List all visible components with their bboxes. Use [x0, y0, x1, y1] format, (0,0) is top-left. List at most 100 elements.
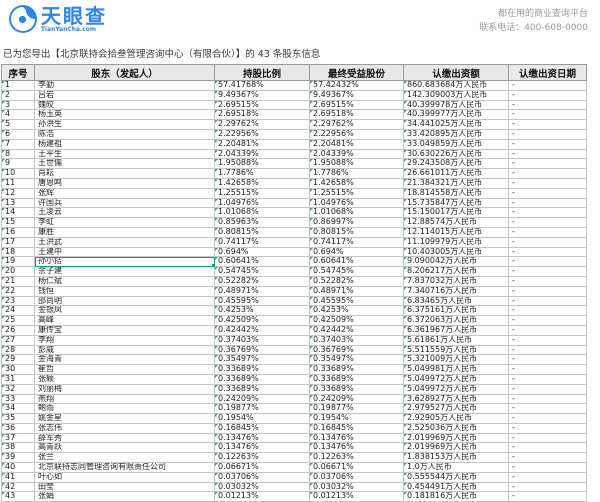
cell-ratio[interactable]: 0.85963%	[214, 217, 310, 228]
cell-date[interactable]: -	[508, 177, 587, 189]
cell-shareholder[interactable]: 李翔	[34, 334, 215, 346]
cell-ratio[interactable]: 0.35497%	[214, 354, 310, 366]
cell-shareholder[interactable]: 王平生	[34, 148, 215, 160]
cell-serial[interactable]: 6	[1, 128, 35, 140]
cell-date[interactable]: -	[508, 236, 587, 248]
cell-ratio[interactable]: 0.13476%	[214, 442, 310, 454]
cell-benefit[interactable]: 0.694%	[309, 246, 404, 258]
cell-shareholder[interactable]: 康胜	[34, 226, 215, 238]
cell-benefit[interactable]: 2.29762%	[309, 119, 404, 130]
cell-shareholder[interactable]: 杨仁斌	[34, 275, 215, 287]
cell-serial[interactable]: 27	[1, 334, 35, 346]
cell-amount[interactable]: 33.049859万人民币	[403, 138, 509, 150]
cell-date[interactable]: -	[508, 148, 587, 160]
cell-benefit[interactable]: 0.01213%	[309, 491, 404, 502]
cell-serial[interactable]: 41	[1, 471, 35, 483]
cell-amount[interactable]: 6.375161万人民币	[403, 305, 509, 317]
cell-date[interactable]: -	[508, 452, 587, 464]
cell-benefit[interactable]: 0.35497%	[309, 354, 404, 366]
cell-ratio[interactable]: 0.37403%	[214, 334, 310, 346]
cell-serial[interactable]: 35	[1, 413, 35, 424]
cell-date[interactable]: -	[508, 256, 587, 268]
cell-benefit[interactable]: 9.49367%	[309, 89, 404, 101]
cell-serial[interactable]: 37	[1, 432, 35, 444]
cell-amount[interactable]: 1.838153万人民币	[403, 452, 509, 464]
cell-shareholder[interactable]: 北京联持志同管理咨询有限责任公司	[34, 462, 215, 473]
cell-ratio[interactable]: 0.06671%	[214, 462, 310, 473]
cell-amount[interactable]: 40.399978万人民币	[403, 99, 509, 111]
cell-amount[interactable]: 26.661011万人民币	[403, 168, 509, 179]
cell-shareholder[interactable]: 彭威	[34, 344, 215, 356]
cell-shareholder[interactable]: 魏皎	[34, 99, 215, 111]
cell-shareholder[interactable]: 薛军秀	[34, 432, 215, 444]
cell-benefit[interactable]: 1.25515%	[309, 187, 404, 199]
cell-benefit[interactable]: 2.20481%	[309, 138, 404, 150]
cell-serial[interactable]: 19	[1, 256, 35, 268]
cell-benefit[interactable]: 0.1954%	[309, 413, 404, 424]
column-header-serial[interactable]: 序号	[1, 64, 35, 81]
cell-amount[interactable]: 2.019969万人民币	[403, 442, 509, 454]
cell-ratio[interactable]: 0.1954%	[214, 413, 310, 424]
cell-ratio[interactable]: 1.7786%	[214, 168, 310, 179]
cell-date[interactable]: -	[508, 324, 587, 336]
cell-benefit[interactable]: 1.01068%	[309, 207, 404, 219]
cell-date[interactable]: -	[508, 80, 587, 91]
cell-benefit[interactable]: 1.95088%	[309, 158, 404, 170]
cell-amount[interactable]: 860.683684万人民币	[403, 80, 509, 91]
cell-shareholder[interactable]: 崔哲	[34, 364, 215, 375]
cell-shareholder[interactable]: 唐恩鸣	[34, 177, 215, 189]
cell-serial[interactable]: 26	[1, 324, 35, 336]
cell-benefit[interactable]: 0.06671%	[309, 462, 404, 473]
cell-amount[interactable]: 3.628927万人民币	[403, 393, 509, 405]
cell-date[interactable]: -	[508, 305, 587, 317]
cell-shareholder[interactable]: 杨玉英	[34, 109, 215, 121]
cell-ratio[interactable]: 0.36769%	[214, 344, 310, 356]
cell-serial[interactable]: 33	[1, 393, 35, 405]
cell-ratio[interactable]: 0.74117%	[214, 236, 310, 248]
cell-amount[interactable]: 5.049972万人民币	[403, 383, 509, 395]
cell-date[interactable]: -	[508, 197, 587, 209]
cell-serial[interactable]: 21	[1, 275, 35, 287]
cell-serial[interactable]: 12	[1, 187, 35, 199]
cell-amount[interactable]: 33.420895万人民币	[403, 128, 509, 140]
cell-benefit[interactable]: 1.04976%	[309, 197, 404, 209]
cell-benefit[interactable]: 2.69515%	[309, 99, 404, 111]
cell-benefit[interactable]: 0.86997%	[309, 217, 404, 228]
cell-date[interactable]: -	[508, 462, 587, 473]
cell-shareholder[interactable]: 燕翔	[34, 393, 215, 405]
cell-serial[interactable]: 2	[1, 89, 35, 101]
cell-benefit[interactable]: 0.48971%	[309, 285, 404, 297]
cell-date[interactable]: -	[508, 315, 587, 326]
cell-benefit[interactable]: 1.42658%	[309, 177, 404, 189]
cell-amount[interactable]: 2.525036万人民币	[403, 422, 509, 434]
column-header-date[interactable]: 认缴出资日期	[508, 64, 587, 81]
cell-shareholder[interactable]: 张辉	[34, 187, 215, 199]
cell-shareholder[interactable]: 田莹	[34, 481, 215, 493]
cell-amount[interactable]: 12.88574万人民币	[403, 217, 509, 228]
cell-shareholder[interactable]: 肖耘	[34, 168, 215, 179]
cell-amount[interactable]: 12.114015万人民币	[403, 226, 509, 238]
cell-benefit[interactable]: 0.13476%	[309, 442, 404, 454]
cell-date[interactable]: -	[508, 217, 587, 228]
cell-shareholder[interactable]: 李虹	[34, 217, 215, 228]
cell-shareholder[interactable]: 金海青	[34, 354, 215, 366]
cell-date[interactable]: -	[508, 119, 587, 130]
cell-serial[interactable]: 13	[1, 197, 35, 209]
cell-date[interactable]: -	[508, 226, 587, 238]
cell-benefit[interactable]: 0.52282%	[309, 275, 404, 287]
cell-date[interactable]: -	[508, 432, 587, 444]
cell-amount[interactable]: 21.384321万人民币	[403, 177, 509, 189]
cell-shareholder[interactable]: 孙小拮	[34, 256, 215, 268]
cell-ratio[interactable]: 2.20481%	[214, 138, 310, 150]
cell-amount[interactable]: 6.83465万人民币	[403, 295, 509, 307]
cell-shareholder[interactable]: 钱恒	[34, 285, 215, 297]
cell-amount[interactable]: 34.441025万人民币	[403, 119, 509, 130]
cell-amount[interactable]: 9.090042万人民币	[403, 256, 509, 268]
cell-amount[interactable]: 2.92905万人民币	[403, 413, 509, 424]
cell-serial[interactable]: 40	[1, 462, 35, 473]
cell-ratio[interactable]: 2.69518%	[214, 109, 310, 121]
cell-serial[interactable]: 29	[1, 354, 35, 366]
cell-shareholder[interactable]: 余子建	[34, 266, 215, 277]
cell-serial[interactable]: 42	[1, 481, 35, 493]
cell-amount[interactable]: 5.61861万人民币	[403, 334, 509, 346]
